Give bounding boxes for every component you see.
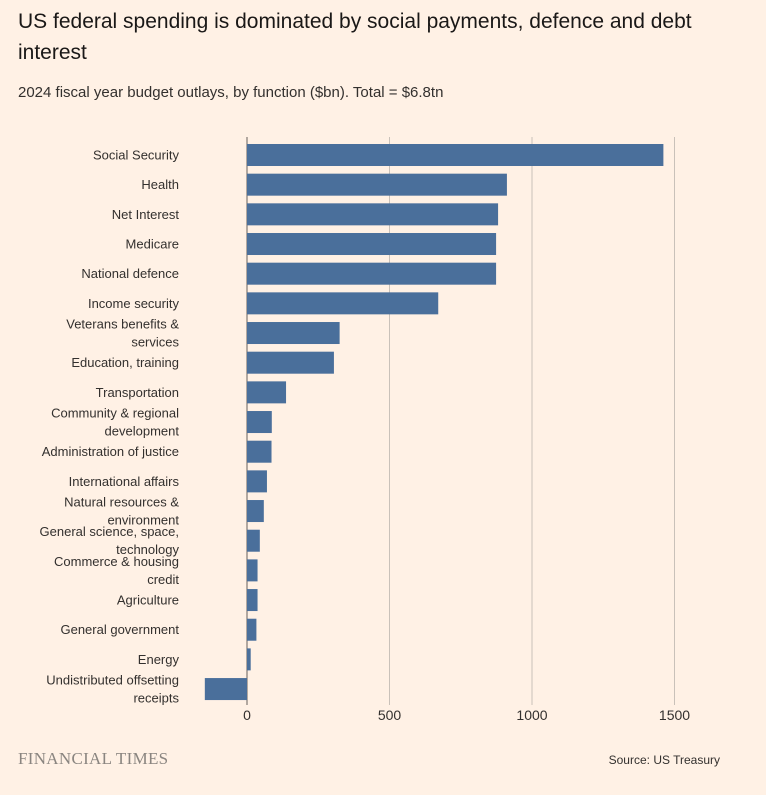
bar [247, 559, 258, 582]
category-label: Administration of justice [42, 444, 179, 459]
bar [247, 203, 499, 226]
x-axis-ticks: 0 500 1000 1500 [243, 707, 690, 723]
category-label: International affairs [69, 474, 180, 489]
category-label: National defence [81, 266, 179, 281]
bar [247, 173, 507, 196]
category-label: Transportation [96, 385, 179, 400]
bar [247, 233, 497, 256]
x-tick-label: 1500 [659, 707, 690, 723]
bar [247, 144, 664, 166]
category-label: Agriculture [117, 593, 179, 608]
category-label: General government [60, 622, 179, 637]
bars [204, 144, 664, 701]
bar [247, 440, 272, 463]
category-label: Energy [138, 652, 180, 667]
bar [247, 470, 267, 493]
category-label: Community & regional development [51, 406, 179, 439]
x-tick-label: 1000 [516, 707, 547, 723]
bar [247, 500, 264, 523]
bar [247, 262, 497, 285]
chart-subtitle: 2024 fiscal year budget outlays, by func… [18, 84, 444, 101]
bar [247, 618, 257, 641]
category-label: Education, training [71, 355, 179, 370]
category-label: Income security [88, 296, 180, 311]
bar [247, 529, 260, 552]
chart-title: US federal spending is dominated by soci… [18, 10, 692, 64]
ft-logo: FINANCIAL TIMES [18, 749, 169, 768]
category-label: Natural resources & environment [64, 495, 179, 528]
bar [247, 648, 251, 671]
bar [247, 351, 334, 374]
bar [247, 381, 287, 404]
category-label: Undistributed offsetting receipts [46, 673, 179, 706]
bar [204, 678, 247, 701]
x-tick-label: 500 [378, 707, 402, 723]
x-tick-label: 0 [243, 707, 251, 723]
bar [247, 292, 439, 315]
bar [247, 322, 340, 345]
bar [247, 411, 272, 434]
bar [247, 589, 258, 612]
source-note: Source: US Treasury [608, 753, 720, 767]
category-label: Veterans benefits & services [66, 317, 179, 350]
category-label: Net Interest [112, 207, 180, 222]
category-label: Commerce & housing credit [54, 554, 179, 587]
category-label: Medicare [126, 237, 179, 252]
category-label: General science, space, technology [40, 524, 180, 557]
category-label: Social Security [93, 148, 179, 163]
category-label: Health [141, 177, 179, 192]
category-labels: Social Security Health Net Interest Medicar… [40, 148, 180, 706]
